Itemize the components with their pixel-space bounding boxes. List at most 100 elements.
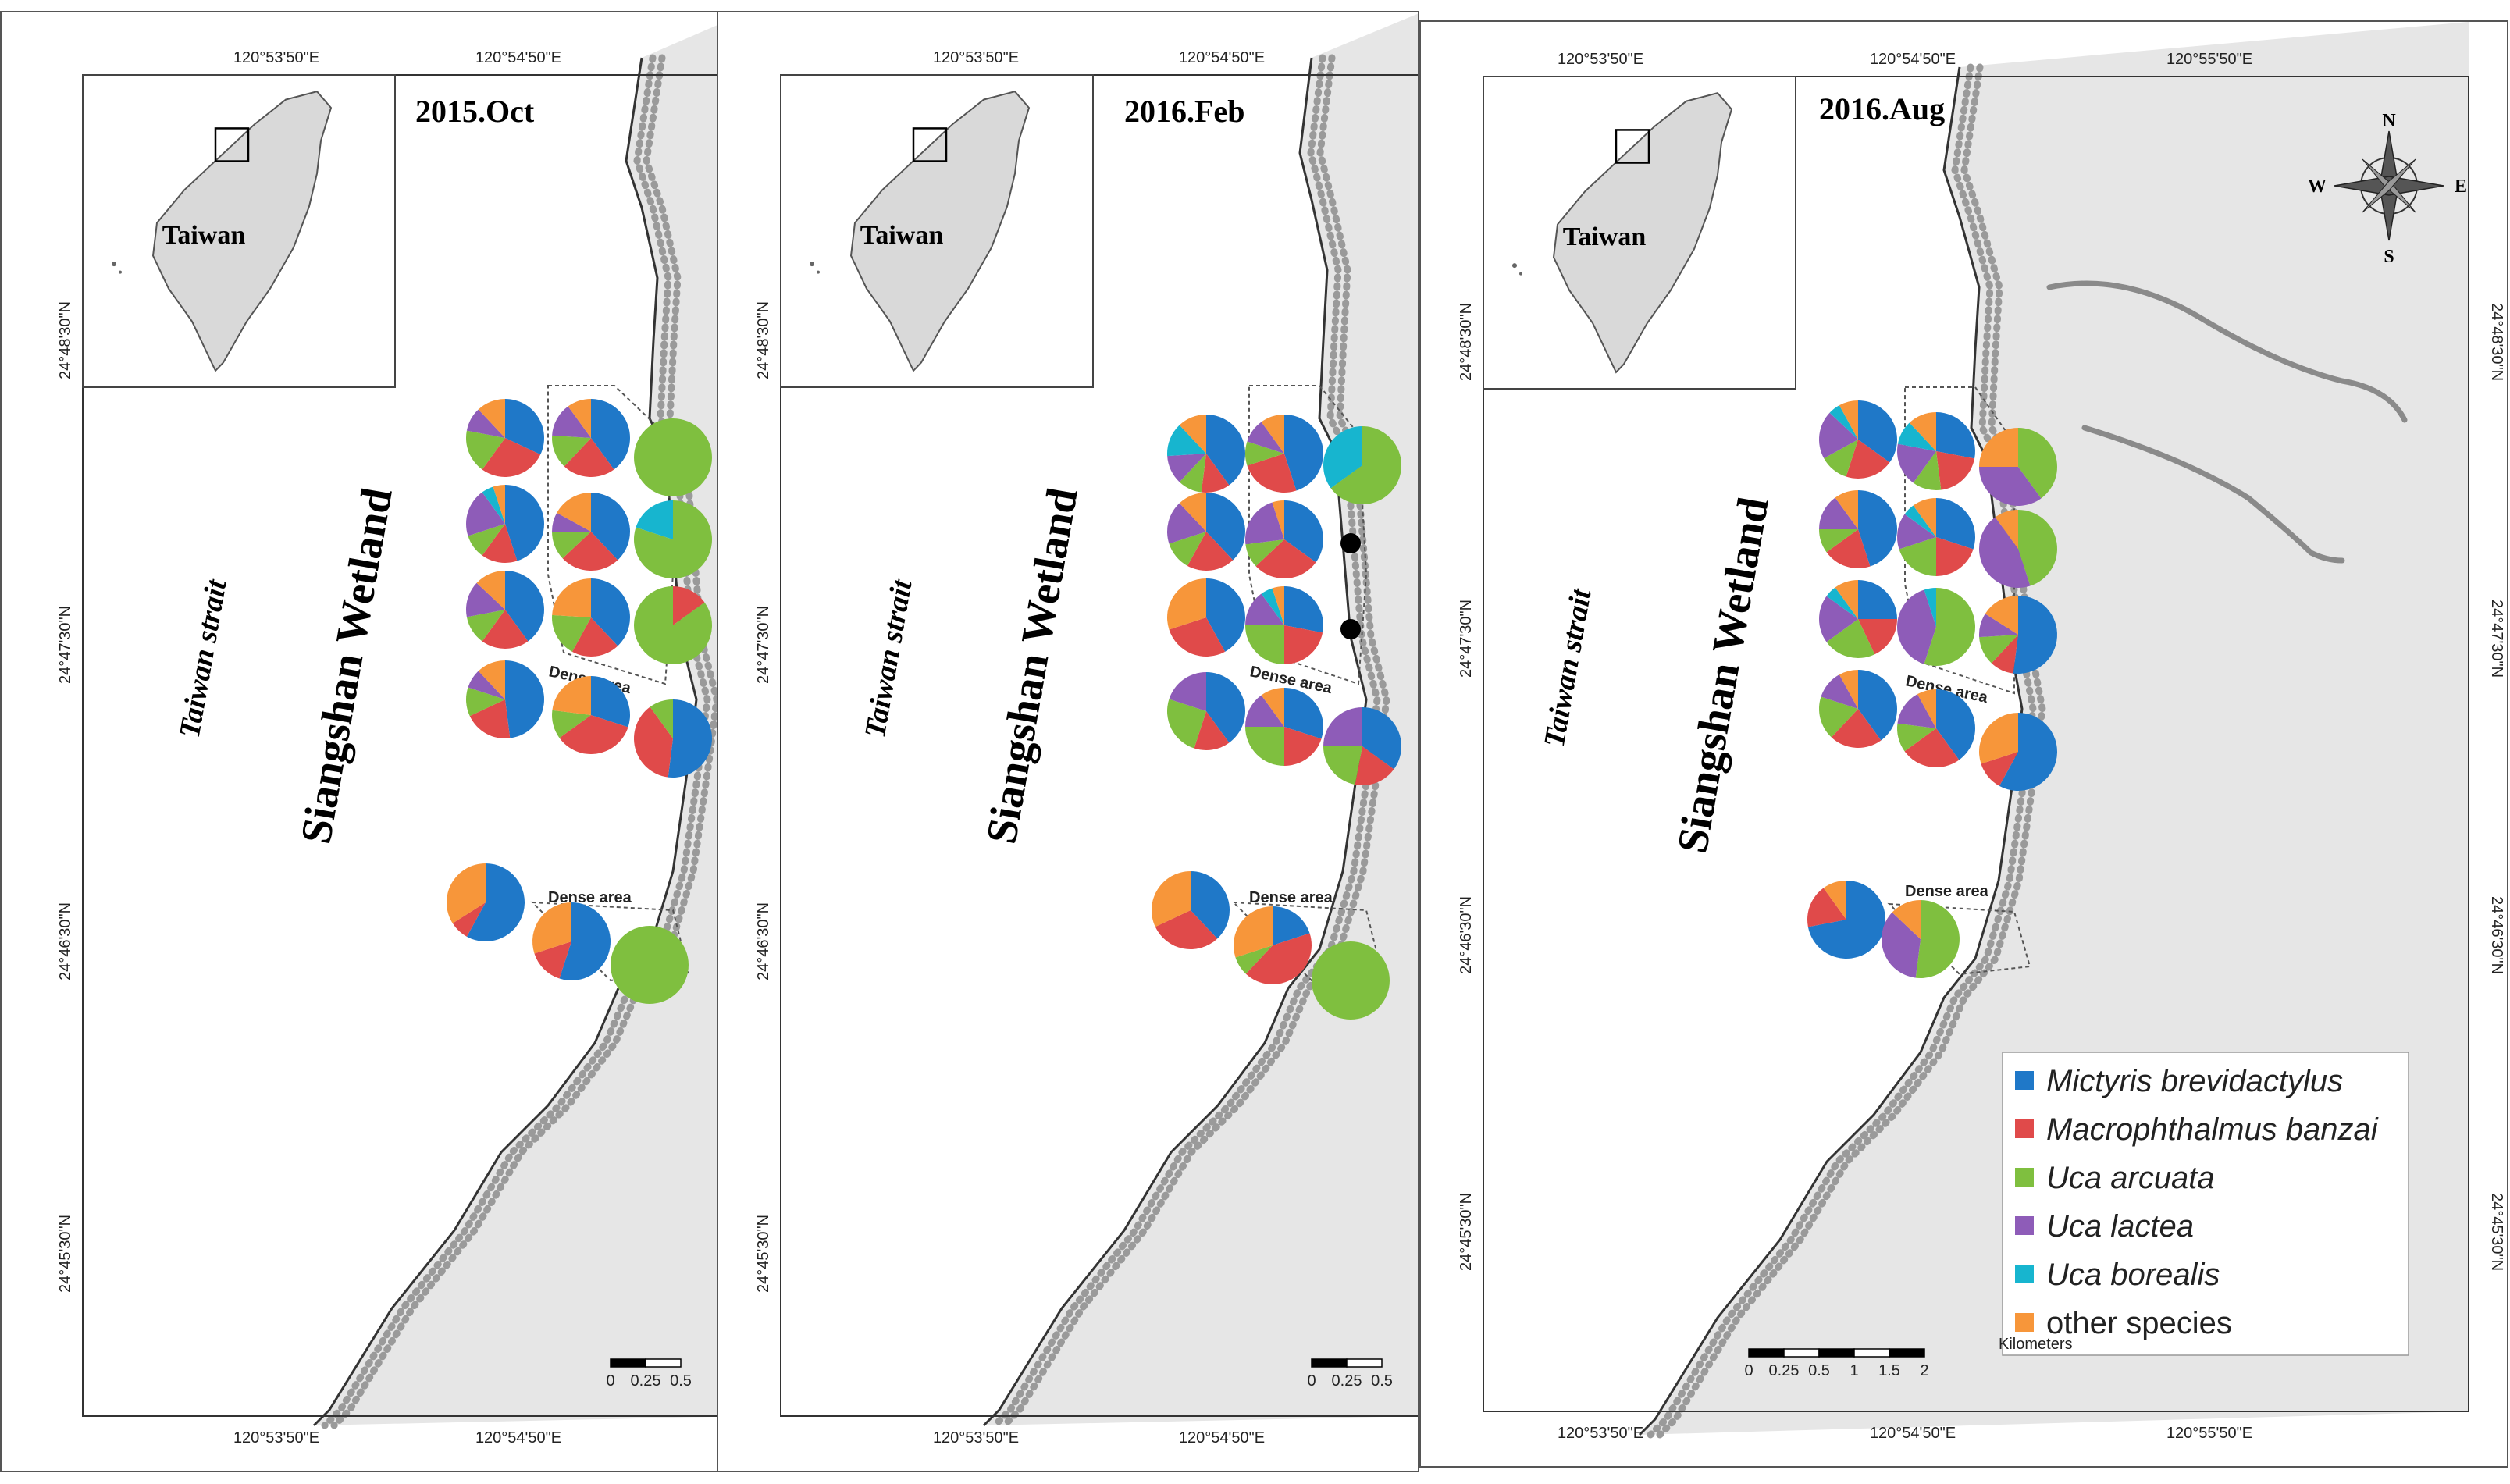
pie-slice-mz [1826, 529, 1871, 568]
latitude-label-left: 24°47'30"N [57, 606, 74, 684]
pie-chart-site-6 [1979, 510, 2057, 588]
pie-slice-ua [1245, 625, 1284, 664]
pie-slice-ul [552, 406, 591, 438]
pie-slice-ul [1979, 517, 2031, 588]
pie-slice-ua [1312, 941, 1390, 1020]
pie-chart-site-14 [1807, 881, 1885, 959]
pie-slice-mb [1206, 415, 1245, 486]
pie-slice-ul [1167, 454, 1206, 482]
pie-chart-site-4 [1167, 493, 1245, 571]
pie-slice-ub [1924, 588, 1936, 627]
pie-chart-site-8 [552, 578, 630, 657]
legend-swatch-mb [2015, 1071, 2034, 1090]
pie-slice-mb [1858, 580, 1897, 619]
islet-dot [810, 262, 814, 267]
panel-title: 2016.Feb [1124, 94, 1244, 129]
scale-label: 0 [606, 1372, 614, 1390]
pie-slice-ua [1235, 945, 1273, 974]
pie-slice-mz [1201, 454, 1230, 493]
pie-slice-mb [1999, 713, 2057, 791]
scale-label: 0.5 [1371, 1372, 1393, 1390]
scale-segment [645, 1358, 682, 1368]
pie-slice-os [1913, 498, 1936, 537]
pie-slice-ub [1261, 588, 1284, 625]
pie-slice-os [1917, 689, 1936, 728]
pie-slice-ul [468, 671, 505, 699]
scale-segment [1853, 1348, 1890, 1358]
pie-slice-ua [466, 610, 505, 642]
islet-dot [112, 262, 116, 267]
scale-segment [610, 1358, 646, 1368]
pie-slice-ul [1897, 694, 1936, 728]
islet-dot [1512, 263, 1517, 269]
pie-chart-site-6 [1167, 578, 1245, 657]
pie-slice-mb [1284, 500, 1323, 563]
pie-chart-site-11 [1819, 670, 1897, 748]
latitude-label-right: 24°45'30"N [2488, 1193, 2505, 1271]
latitude-label-left: 24°45'30"N [57, 1215, 74, 1293]
pie-chart-site-13 [1312, 941, 1390, 1020]
pie-slice-os [1909, 412, 1936, 451]
scale-label: 0.25 [1769, 1362, 1800, 1379]
pie-slice-mz [482, 524, 518, 563]
pie-chart-site-15 [1882, 900, 1960, 978]
legend-label-mz: Macrophthalmus banzai [2046, 1112, 2379, 1147]
pie-slice-ul [466, 492, 505, 536]
pie-slice-ul [1882, 912, 1921, 978]
scale-label: 0 [1307, 1372, 1316, 1390]
pie-slice-mb [1858, 400, 1897, 463]
dense-area-label: Dense area [1249, 889, 1333, 906]
pie-slice-ul [1821, 674, 1858, 709]
pie-slice-mz [1255, 539, 1316, 578]
map-frame-border [82, 74, 717, 1417]
pie-slice-ua [1245, 727, 1284, 766]
pie-slice-os [1995, 510, 2018, 549]
pie-chart-site-3 [1979, 428, 2057, 507]
pie-slice-ub [1897, 422, 1936, 451]
pie-slice-mb [505, 399, 544, 455]
pie-slice-os [478, 660, 505, 699]
pie-slice-ua [1899, 537, 1936, 576]
pie-slice-mb [1936, 412, 1975, 459]
pie-chart-site-5 [1245, 500, 1323, 578]
pie-slice-ua [1826, 619, 1875, 658]
pie-slice-os [1152, 871, 1191, 927]
pie-slice-ul [1247, 422, 1284, 454]
pie-slice-mb [505, 485, 544, 561]
longitude-label-bottom: 120°54'50"E [475, 1429, 561, 1447]
pie-chart-site-3 [634, 418, 712, 496]
pie-slice-mb [1936, 498, 1975, 550]
pie-slice-ul [1245, 593, 1284, 625]
pie-chart-site-12 [634, 699, 713, 778]
scale-segment [1346, 1358, 1383, 1368]
longitude-label-top: 120°55'50"E [2166, 51, 2252, 68]
pie-slice-mb [1362, 707, 1401, 770]
pie-slice-os [1167, 578, 1206, 630]
scale-unit-label: Kilometers [1999, 1336, 2072, 1353]
pie-slice-ua [1819, 529, 1858, 553]
pie-slice-ul [1979, 614, 2018, 638]
pie-slice-mb [1284, 688, 1323, 739]
pie-slice-os [1979, 428, 2018, 467]
pie-slice-mz [1155, 910, 1218, 949]
legend-swatch-ub [2015, 1265, 2034, 1283]
pie-slice-os [557, 493, 591, 532]
pie-slice-os [1835, 490, 1858, 529]
latitude-label-right: 24°47'30"N [2488, 600, 2505, 678]
longitude-label-bottom: 120°53'50"E [1558, 1425, 1643, 1442]
scale-label: 0.5 [1808, 1362, 1830, 1379]
pie-slice-ua [1915, 900, 1960, 978]
scale-segment [1311, 1358, 1348, 1368]
islet-dot [119, 270, 122, 274]
pie-chart-site-12 [1234, 906, 1312, 984]
pie-slice-mz [1187, 532, 1234, 571]
compass-n-label: N [2382, 111, 2396, 131]
no-crab-site-dot [1340, 533, 1361, 553]
pie-slice-mb [505, 571, 544, 642]
pie-slice-ul [1819, 497, 1858, 529]
pie-chart-site-1 [1819, 400, 1897, 479]
pie-chart-site-3 [1323, 426, 1401, 504]
pie-slice-ua [1979, 635, 2018, 664]
pie-slice-os [1839, 670, 1858, 709]
map-svg: 120°53'50"E 120°53'50"E 120°54'50"E 120°54'… [1458, 22, 2505, 1442]
